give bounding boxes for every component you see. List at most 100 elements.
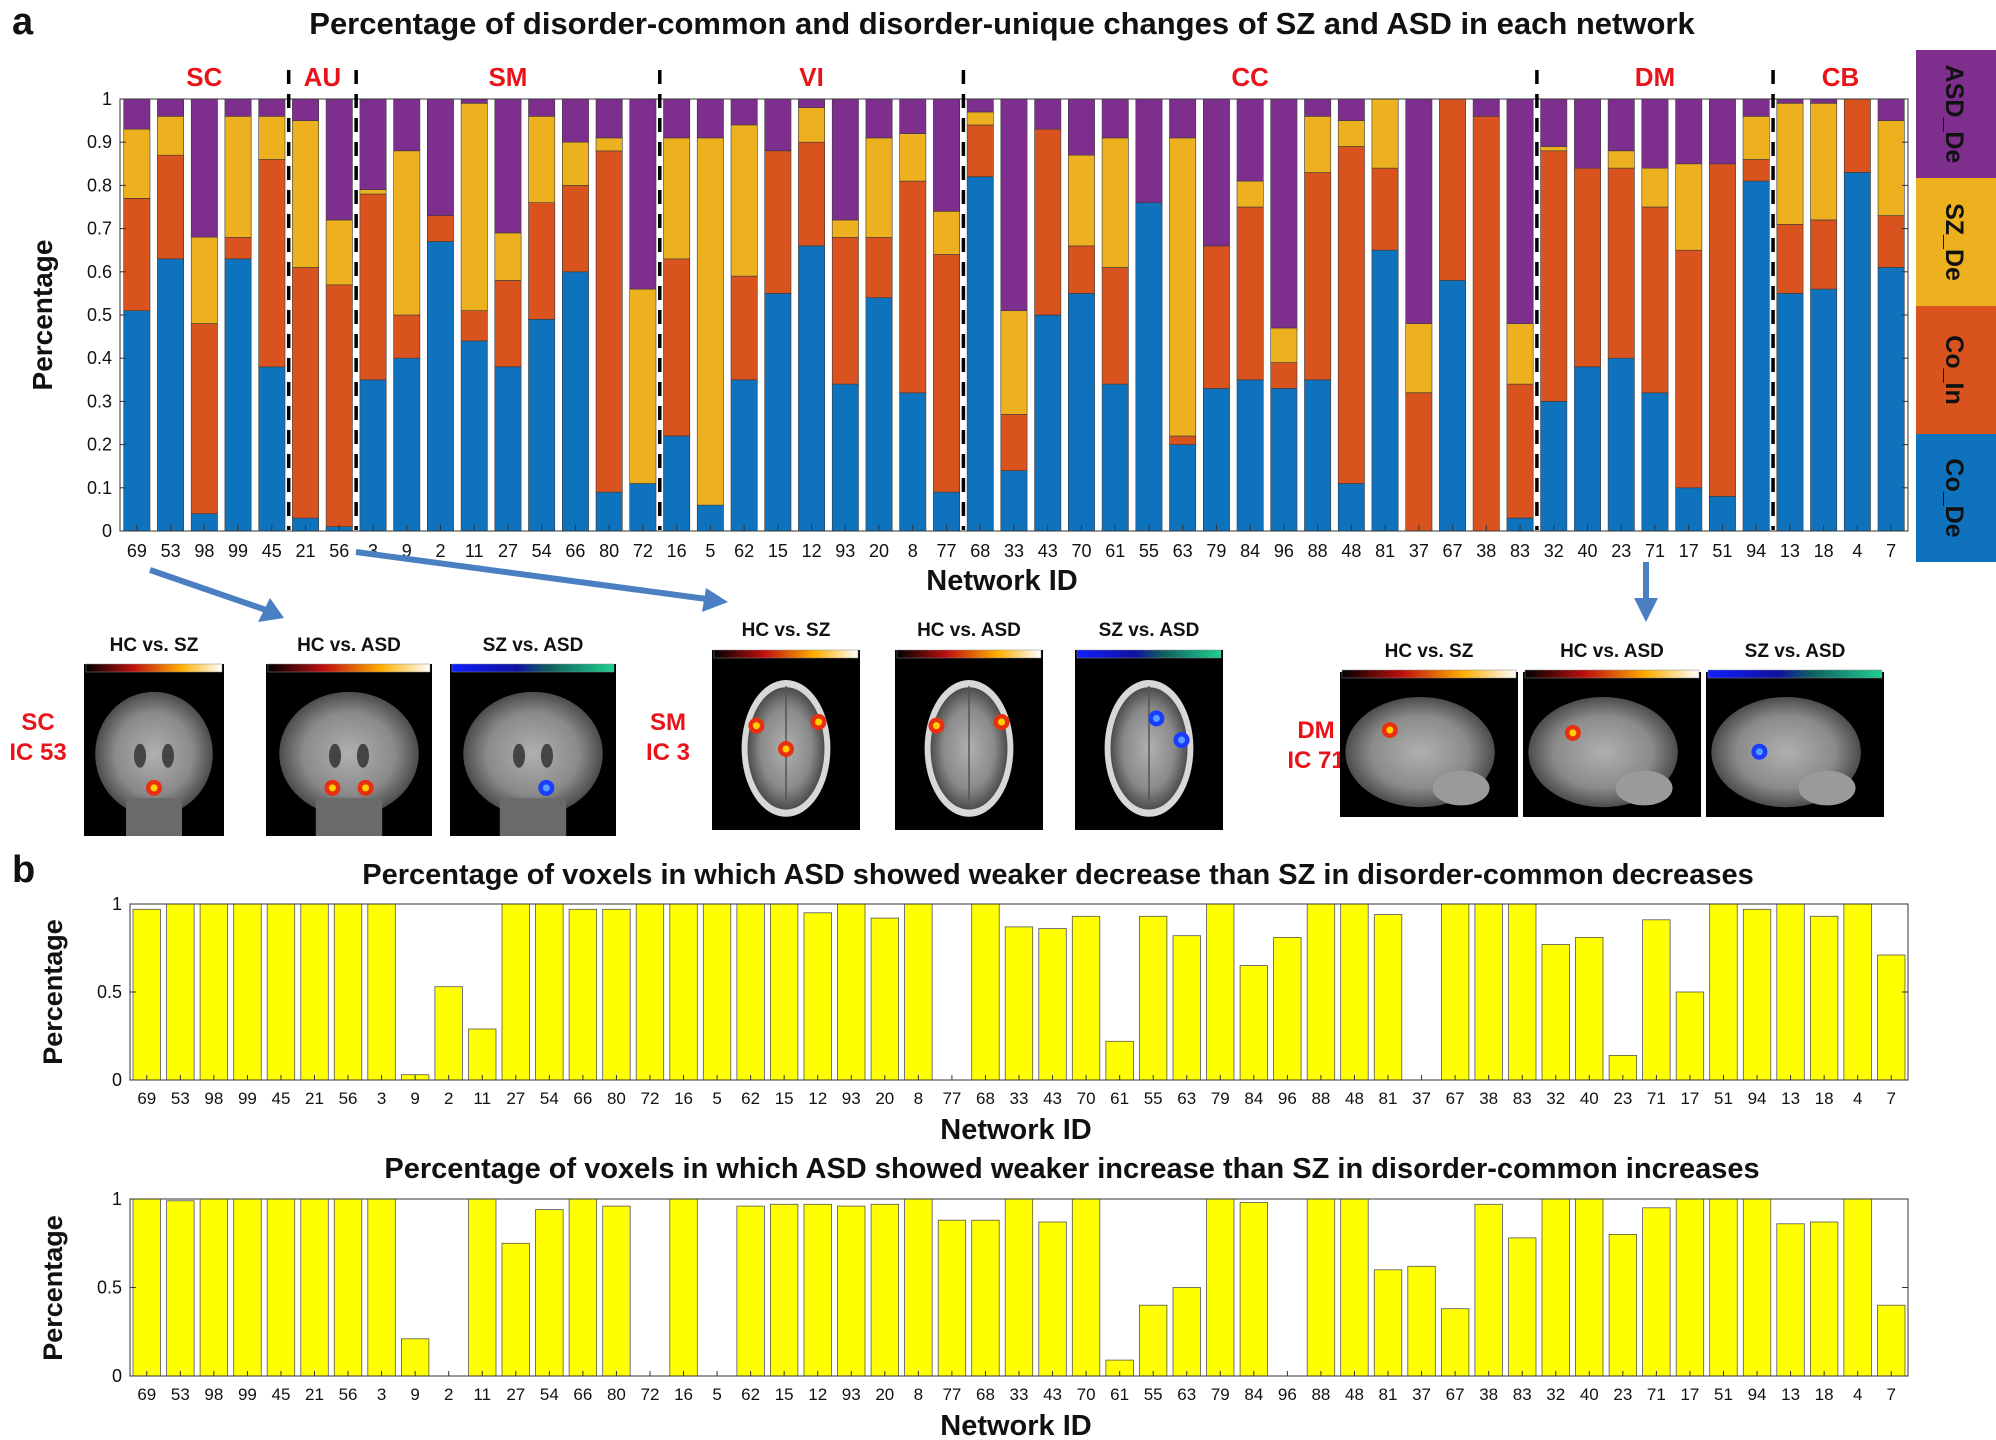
x-tick-label: 55 [1139,541,1159,561]
y-tick-label: 0 [112,1070,122,1090]
x-tick-label: 21 [305,1089,324,1108]
activation-blob [542,784,550,792]
bar-segment-co-de [393,357,421,532]
bar-segment-co-de [831,383,859,532]
brain-ventricle [541,743,553,768]
bar-segment-asd-de [325,98,353,221]
y-tick-label: 0.3 [87,391,112,411]
x-tick-label: 67 [1446,1089,1465,1108]
x-tick-label: 8 [914,1385,923,1404]
y-tick-label: 0.9 [87,132,112,152]
network-group-label: AU [304,62,342,92]
bar-segment-sz-de [561,141,589,186]
panel-label-b: b [12,849,35,891]
bar-segment-co-in [1675,249,1703,489]
bar-segment-co-in [1810,219,1838,290]
x-tick-label: 43 [1043,1385,1062,1404]
bar-segment-co-de [966,176,994,532]
bar-segment-sz-de [865,137,893,238]
x-tick-label: 54 [540,1385,559,1404]
bar [1172,1287,1201,1377]
x-tick-label: 3 [377,1385,386,1404]
bar-segment-co-in [1371,167,1399,251]
bar [400,1338,430,1377]
bar-segment-asd-de [966,98,994,113]
bar [669,903,698,1081]
x-tick-label: 27 [506,1385,525,1404]
bar-segment-co-in [1068,245,1095,294]
x-tick-label: 48 [1345,1089,1364,1108]
bar-segment-sz-de [730,124,758,277]
x-tick-label: 37 [1412,1385,1431,1404]
bar-segment-asd-de [157,98,184,117]
legend-swatch-asd-de [1916,50,1996,178]
x-tick-label: 32 [1544,541,1564,561]
activation-blob [1386,726,1394,734]
x-tick-label: 72 [641,1089,660,1108]
bar-segment-asd-de [1810,98,1838,104]
bar-segment-co-de [1236,379,1264,532]
bar-segment-asd-de [629,98,657,290]
bar [1642,919,1671,1081]
x-tick-label: 98 [204,1385,223,1404]
bar [837,903,866,1081]
bar [1441,1308,1470,1377]
bar-segment-co-in [1236,206,1264,381]
x-tick-label: 11 [473,1385,491,1404]
y-tick-label: 0.1 [87,478,112,498]
arrow-icon [1634,598,1658,622]
activation-blob [362,784,370,792]
bar-segment-co-in [663,258,691,437]
x-tick-label: 99 [228,541,248,561]
bar-segment-sz-de [1270,327,1298,363]
bar [1373,914,1403,1081]
stacked-bar-chart-a: Percentage of disorder-common and disord… [27,6,1996,597]
activation-blob [1152,714,1160,722]
bar-segment-asd-de [1472,98,1500,117]
y-tick-label: 0.8 [87,175,112,195]
bar [1038,1221,1067,1377]
bar [1306,1198,1336,1377]
bar-segment-sz-de [966,111,994,126]
bar-segment-asd-de [595,98,623,139]
bar-segment-co-de [1034,314,1062,532]
bar-segment-asd-de [1000,98,1028,311]
chart-b1-x-ticks: 69 53 98 99 45 21 56 3 9 2 11 27 54 66 80 72 16 5 62 15 12 93… [137,1075,1896,1108]
bar-segment-co-in [865,236,893,298]
bar [1273,937,1302,1081]
bar-segment-co-de [1742,180,1770,532]
x-tick-label: 79 [1206,541,1226,561]
brain-shape [315,798,383,836]
network-group-label: SM [488,62,527,92]
x-tick-label: 32 [1546,1385,1565,1404]
x-tick-label: 83 [1513,1089,1532,1108]
bar [1675,991,1705,1081]
bar [266,903,296,1081]
bar [468,1198,497,1377]
bar-segment-co-in [494,280,522,368]
bar-segment-asd-de [696,98,724,139]
x-tick-label: 66 [573,1385,592,1404]
x-tick-label: 16 [674,1089,693,1108]
colorbar [267,663,431,673]
bar-segment-sz-de [393,150,421,316]
x-tick-label: 63 [1177,1089,1196,1108]
x-tick-label: 56 [329,541,349,561]
x-tick-label: 11 [465,541,484,561]
x-tick-label: 16 [667,541,687,561]
brain-panel-title: HC vs. SZ [110,635,199,656]
x-tick-label: 77 [937,541,957,561]
network-group-label: CC [1231,62,1269,92]
bar-segment-asd-de [1068,98,1095,156]
x-tick-label: 21 [305,1385,324,1404]
x-tick-label: 12 [808,1385,827,1404]
x-tick-label: 70 [1071,541,1091,561]
bar [300,1198,329,1377]
x-tick-label: 12 [802,541,822,561]
bar [1541,944,1570,1081]
bar-segment-asd-de [292,98,319,121]
bar-segment-asd-de [1709,98,1736,165]
bar-segment-asd-de [224,98,252,117]
colorbar [1076,649,1222,659]
